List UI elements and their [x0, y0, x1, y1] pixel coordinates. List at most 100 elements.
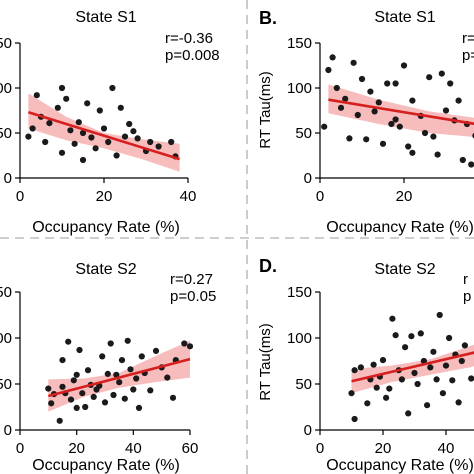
data-point	[79, 129, 87, 137]
data-point	[367, 88, 374, 95]
correlation-r-label: r=-0.36	[462, 30, 474, 47]
data-point	[358, 75, 366, 83]
data-point	[438, 70, 445, 77]
data-point	[396, 123, 403, 130]
data-point	[346, 135, 353, 142]
data-point	[348, 390, 355, 397]
x-tick-label: 40	[180, 188, 197, 205]
data-point	[169, 394, 177, 401]
correlation-r-label: r	[463, 271, 468, 288]
data-point	[392, 116, 399, 123]
data-point	[384, 80, 391, 87]
data-point	[427, 364, 434, 371]
data-point	[439, 390, 446, 397]
data-point	[430, 133, 437, 140]
data-point	[121, 395, 128, 402]
panel-c: 0 20 40 60 0 50 100 150 State S2 Occupancy Rate (…	[0, 261, 216, 474]
data-point	[134, 135, 141, 142]
y-tick-label: 0	[304, 422, 312, 439]
data-point	[152, 347, 160, 354]
data-point	[383, 394, 390, 401]
data-point	[389, 315, 396, 322]
data-point	[333, 84, 340, 92]
y-tick-label: 100	[0, 80, 12, 97]
y-tick-label: 100	[287, 80, 312, 97]
data-point	[126, 120, 133, 128]
data-point	[414, 380, 421, 388]
data-point	[127, 366, 134, 373]
data-point	[29, 125, 36, 132]
y-axis-label: RT Tau(ms)	[257, 323, 274, 401]
panel-title: State S1	[374, 9, 435, 26]
data-point	[421, 129, 429, 137]
regression-line	[351, 351, 474, 383]
regression-line	[28, 111, 180, 161]
x-axis-label: Occupancy Rate (%)	[32, 457, 180, 474]
confidence-band	[351, 344, 474, 394]
data-point	[455, 97, 462, 104]
data-point	[56, 417, 63, 424]
p-value-label: p=0.05	[170, 288, 216, 305]
data-point	[373, 384, 380, 391]
data-point	[79, 390, 86, 397]
data-point	[351, 415, 358, 423]
panels: 0 20 40 0 50 100 150 State S1 Occupancy Rate (%)…	[0, 8, 474, 474]
y-tick-label: 0	[4, 170, 12, 187]
data-point	[449, 377, 456, 384]
data-point	[434, 151, 441, 158]
data-point	[135, 404, 143, 411]
y-tick-label: 150	[287, 284, 312, 301]
data-point	[375, 99, 382, 106]
data-point	[392, 332, 399, 339]
data-point	[58, 149, 66, 156]
panel-title: State S1	[75, 9, 136, 26]
x-tick-label: 20	[396, 188, 413, 205]
data-point	[371, 108, 378, 115]
y-tick-label: 150	[287, 35, 312, 52]
x-tick-label: 0	[16, 188, 24, 205]
data-point	[101, 399, 109, 406]
panel-a: 0 20 40 0 50 100 150 State S1 Occupancy Rate (%)…	[0, 9, 220, 236]
y-tick-label: 100	[287, 330, 312, 347]
correlation-r-label: r=-0.36	[165, 30, 213, 47]
data-point	[420, 357, 427, 365]
data-point	[59, 383, 66, 390]
y-tick-label: 0	[4, 422, 12, 439]
x-axis-label: Occupancy Rate (%)	[326, 457, 474, 474]
data-point	[63, 95, 70, 102]
y-tick-label: 100	[0, 330, 12, 347]
x-tick-label: 0	[316, 440, 324, 457]
confidence-band	[28, 93, 180, 172]
data-point	[110, 391, 117, 399]
data-point	[58, 84, 66, 92]
data-point	[370, 361, 377, 368]
data-point	[65, 338, 72, 345]
data-point	[70, 377, 77, 384]
data-point	[461, 342, 468, 349]
data-point	[109, 84, 116, 92]
data-point	[186, 343, 194, 350]
x-axis-label: Occupancy Rate (%)	[326, 219, 474, 236]
data-point	[458, 357, 465, 365]
data-point	[164, 374, 171, 381]
data-point	[130, 386, 137, 393]
data-point	[133, 375, 140, 382]
data-point	[325, 66, 332, 74]
data-point	[342, 95, 349, 102]
y-tick-label: 50	[295, 125, 312, 142]
data-point	[67, 127, 74, 134]
x-axis-label: Occupancy Rate (%)	[32, 219, 180, 236]
data-point	[59, 357, 66, 364]
data-point	[100, 125, 108, 132]
data-point	[409, 149, 416, 156]
data-point	[426, 74, 433, 81]
data-point	[67, 396, 75, 403]
x-tick-label: 0	[316, 188, 324, 205]
p-value-label: p	[463, 288, 471, 305]
data-point	[121, 133, 129, 140]
data-point	[92, 145, 99, 152]
data-point	[442, 362, 450, 369]
data-point	[430, 348, 437, 355]
